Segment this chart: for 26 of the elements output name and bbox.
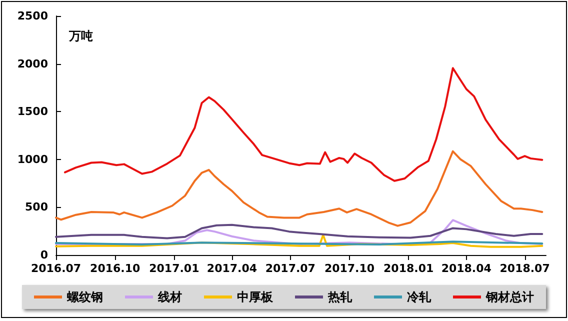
x-tick-label: 2018.07 [500, 262, 550, 275]
legend-label: 中厚板 [237, 290, 274, 304]
y-tick-label: 2000 [17, 57, 48, 70]
legend-label: 线材 [157, 290, 182, 304]
x-tick-label: 2017.04 [206, 262, 258, 275]
y-axis-title: 万吨 [68, 29, 93, 43]
x-tick-label: 2017.07 [265, 262, 316, 275]
x-tick-label: 2018.04 [441, 262, 492, 275]
line-series [55, 234, 544, 248]
line-series [55, 150, 544, 227]
legend-label: 螺纹钢 [66, 290, 103, 304]
y-tick-label: 1000 [17, 152, 48, 166]
y-tick-label: 0 [40, 248, 48, 262]
y-tick-label: 2500 [17, 10, 48, 22]
legend-label: 钢材总计 [485, 290, 534, 304]
y-tick-label: 500 [25, 200, 48, 214]
y-tick-label: 1500 [17, 105, 48, 118]
line-series [55, 224, 544, 240]
x-tick-label: 2016.10 [90, 262, 140, 275]
line-series [64, 67, 544, 182]
legend-label: 冷轧 [407, 290, 432, 304]
x-tick-label: 2017.01 [149, 262, 200, 275]
x-tick-label: 2018.01 [384, 262, 434, 275]
legend-label: 热轧 [327, 290, 353, 304]
x-tick-label: 2017.10 [324, 262, 375, 275]
x-tick-label: 2016.07 [30, 262, 82, 275]
